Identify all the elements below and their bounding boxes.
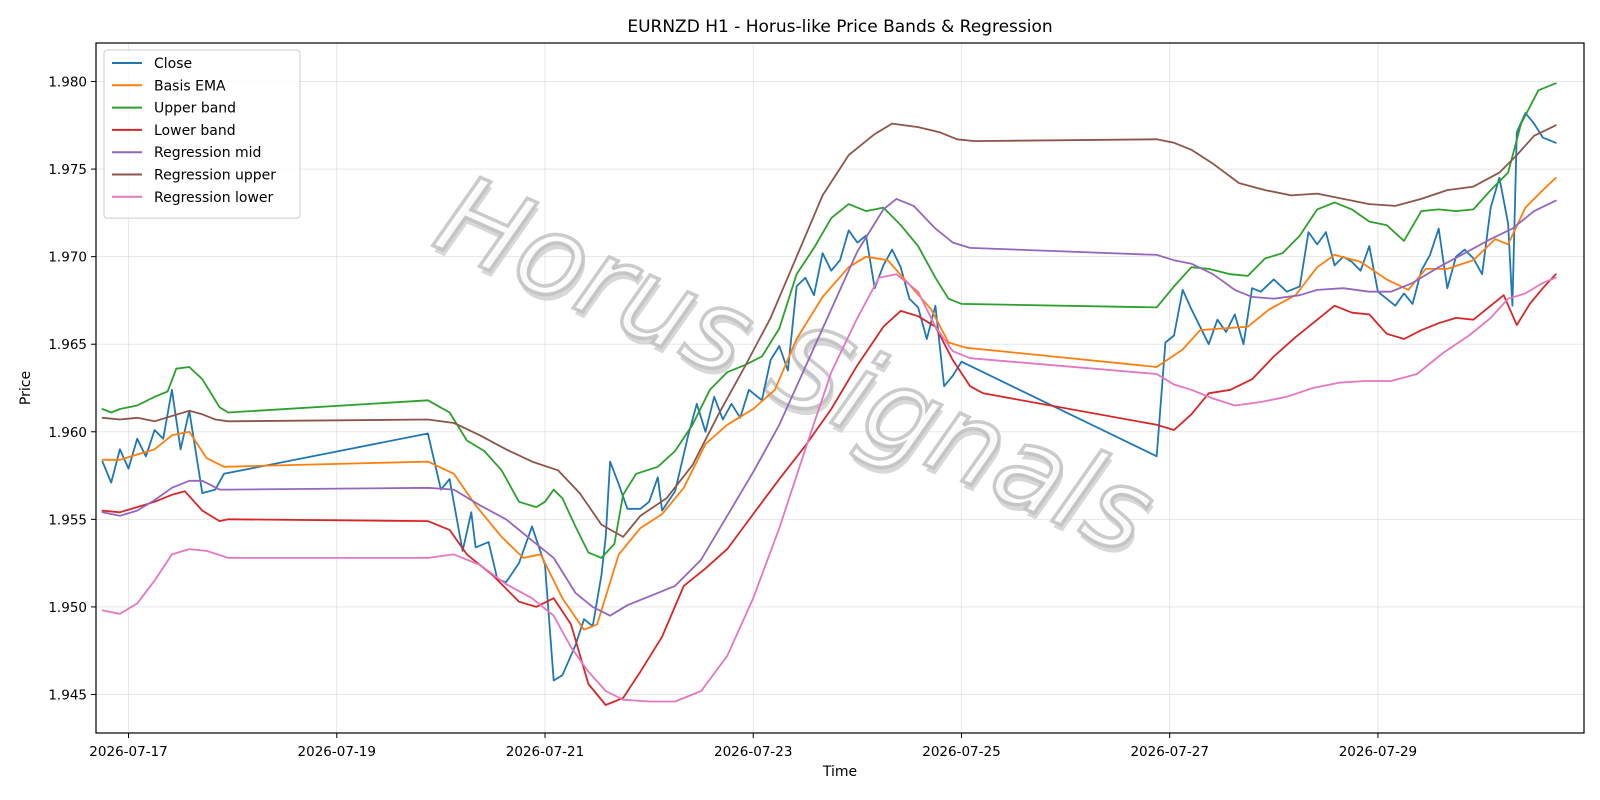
series-line-close: [101, 112, 1557, 682]
series-line-upper-band: [101, 82, 1557, 559]
legend-label-upper-band: Upper band: [154, 101, 236, 117]
y-tick-label: 1.975: [48, 162, 87, 178]
legend-label-regression-mid: Regression mid: [154, 145, 261, 161]
y-tick-label: 1.970: [48, 250, 87, 266]
x-tick-label: 2026-07-29: [1339, 744, 1417, 760]
series-line-regression-mid: [101, 198, 1557, 617]
series-line-regression-upper: [101, 122, 1557, 538]
x-axis-label: Time: [822, 764, 857, 780]
series-line-basis-ema: [101, 176, 1557, 631]
y-tick-label: 1.965: [48, 337, 87, 353]
legend-box: [103, 49, 301, 219]
x-tick-label: 2026-07-21: [506, 744, 584, 760]
x-tick-label: 2026-07-25: [922, 744, 1000, 760]
series-group: [101, 82, 1557, 706]
y-tick-label: 1.955: [48, 512, 87, 528]
x-axis-ticks: 2026-07-17 2026-07-19 2026-07-21 2026-07-23…: [89, 733, 1417, 760]
series-line-regression-lower: [101, 273, 1557, 703]
legend-label-lower-band: Lower band: [154, 123, 236, 139]
legend: Close Basis EMA Upper band Lower band Regres…: [103, 49, 301, 219]
x-tick-label: 2026-07-17: [89, 744, 167, 760]
y-axis-ticks: 1.945 1.950 1.955 1.960 1.965 1.970 1.975 1.980: [48, 75, 96, 703]
y-tick-label: 1.980: [48, 75, 87, 91]
y-axis-label: Price: [18, 371, 34, 405]
chart-title: EURNZD H1 - Horus-like Price Bands & Reg…: [627, 17, 1052, 37]
x-tick-label: 2026-07-19: [298, 744, 376, 760]
series-line-lower-band: [101, 273, 1557, 706]
x-tick-label: 2026-07-27: [1130, 744, 1208, 760]
y-tick-label: 1.945: [48, 687, 87, 703]
y-tick-label: 1.950: [48, 600, 87, 616]
legend-label-regression-lower: Regression lower: [154, 190, 274, 206]
plot-frame: [95, 42, 1585, 734]
y-tick-label: 1.960: [48, 425, 87, 441]
legend-label-basis-ema: Basis EMA: [154, 78, 226, 94]
legend-label-regression-upper: Regression upper: [154, 168, 276, 184]
legend-label-close: Close: [154, 56, 192, 72]
x-tick-label: 2026-07-23: [714, 744, 792, 760]
